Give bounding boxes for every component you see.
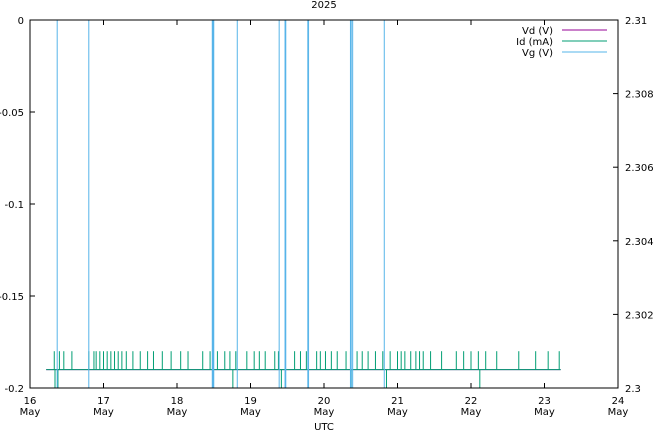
axis-ticks: 16May17May18May19May20May21May22May23May… [0, 16, 654, 418]
y-tick-label-4: -0.2 [4, 384, 24, 395]
x-tick-label-day-2: 18 [171, 396, 184, 407]
y2-tick-label-1: 2.308 [625, 90, 654, 101]
y-tick-label-0: 0 [18, 16, 24, 27]
legend-label-0: Vd (V) [522, 26, 553, 37]
plot-lines [46, 20, 561, 389]
x-tick-label-day-0: 16 [24, 396, 37, 407]
y2-tick-label-3: 2.304 [625, 237, 654, 248]
series-1 [46, 351, 561, 388]
x-tick-label-day-1: 17 [97, 396, 110, 407]
y-tick-label-2: -0.1 [4, 200, 24, 211]
y2-tick-label-5: 2.3 [625, 384, 641, 395]
x-tick-label-month-8: May [608, 407, 629, 418]
y2-tick-label-0: 2.31 [625, 16, 647, 27]
series-2 [46, 20, 561, 389]
legend-label-2: Vg (V) [522, 48, 553, 59]
x-tick-label-month-6: May [461, 407, 482, 418]
x-tick-label-month-1: May [93, 407, 114, 418]
x-tick-label-day-5: 21 [391, 396, 404, 407]
x-tick-label-day-6: 22 [465, 396, 478, 407]
x-tick-label-month-5: May [387, 407, 408, 418]
x-tick-label-day-7: 23 [538, 396, 551, 407]
x-tick-label-month-0: May [20, 407, 41, 418]
legend-label-1: Id (mA) [516, 37, 553, 48]
chart-title: 2025 [311, 0, 336, 11]
x-tick-label-day-8: 24 [612, 396, 625, 407]
plot-frame [29, 19, 619, 389]
x-axis-label: UTC [314, 422, 334, 432]
x-tick-label-month-3: May [240, 407, 261, 418]
x-tick-label-month-7: May [534, 407, 555, 418]
x-tick-label-month-4: May [314, 407, 335, 418]
y2-tick-label-2: 2.306 [625, 163, 654, 174]
y-tick-label-3: -0.15 [0, 292, 24, 303]
y2-tick-label-4: 2.302 [625, 310, 654, 321]
legend: Vd (V)Id (mA)Vg (V) [516, 26, 607, 59]
y-tick-label-1: -0.05 [0, 108, 24, 119]
x-tick-label-day-4: 20 [318, 396, 331, 407]
x-tick-label-month-2: May [167, 407, 188, 418]
x-tick-label-day-3: 19 [244, 396, 257, 407]
